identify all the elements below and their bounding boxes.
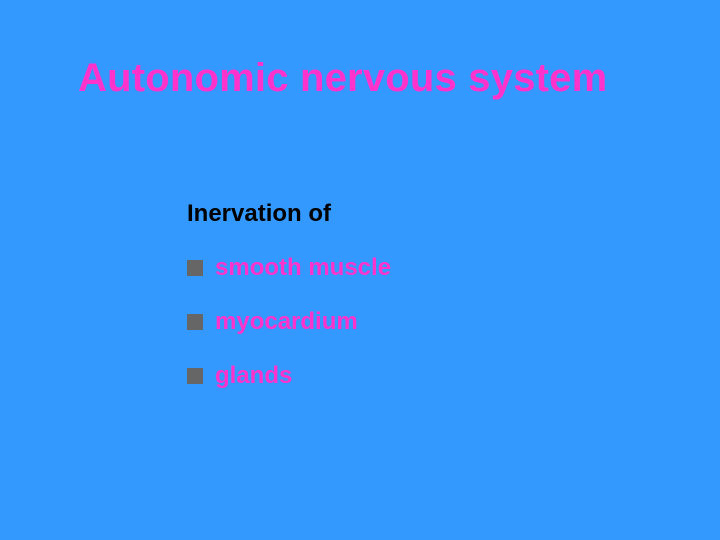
bullet-label: smooth muscle (215, 254, 391, 282)
list-item: myocardium (187, 308, 391, 336)
slide-title: Autonomic nervous system (78, 56, 607, 101)
bullet-label: glands (215, 362, 292, 390)
bullet-list: smooth muscle myocardium glands (187, 254, 391, 416)
square-bullet-icon (187, 314, 203, 330)
slide: Autonomic nervous system Inervation of s… (0, 0, 720, 540)
list-item: smooth muscle (187, 254, 391, 282)
square-bullet-icon (187, 260, 203, 276)
list-item: glands (187, 362, 391, 390)
slide-subtitle: Inervation of (187, 200, 331, 228)
bullet-label: myocardium (215, 308, 358, 336)
square-bullet-icon (187, 368, 203, 384)
